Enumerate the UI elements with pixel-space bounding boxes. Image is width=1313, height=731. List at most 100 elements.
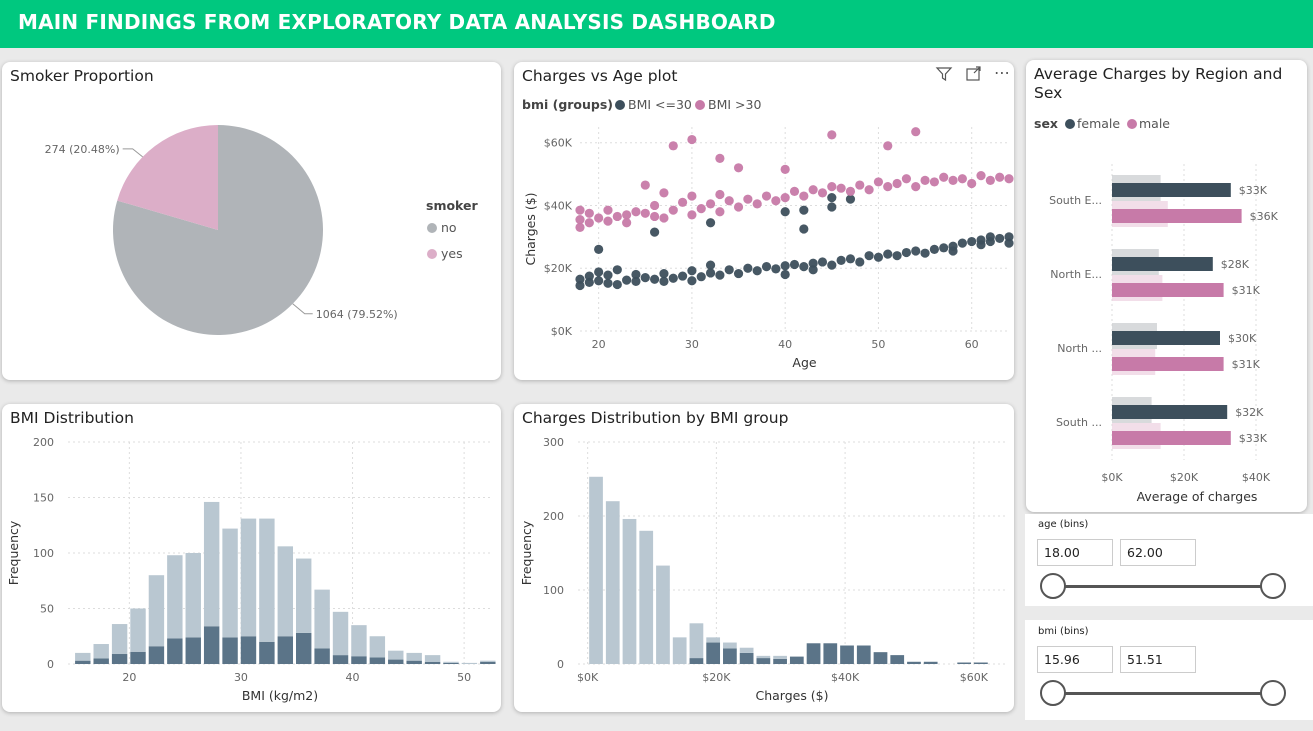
scatter-point xyxy=(696,272,706,282)
scatter-point xyxy=(1004,232,1014,242)
scatter-point xyxy=(594,244,604,254)
scatter-point xyxy=(883,249,893,259)
scatter-point xyxy=(715,270,725,280)
data-label: $30K xyxy=(1228,332,1257,345)
scatter-point xyxy=(827,260,837,270)
bar-female xyxy=(1112,183,1231,197)
y-axis-label: Charges ($) xyxy=(523,192,538,265)
histogram-bar xyxy=(672,637,687,664)
histogram-bar xyxy=(840,645,854,664)
scatter-point xyxy=(668,273,678,283)
bmi-slider-min-handle[interactable] xyxy=(1040,680,1066,706)
legend-title: sex xyxy=(1034,116,1058,131)
age-slider-track[interactable] xyxy=(1053,585,1273,588)
charges-histogram[interactable]: 0 100 200 300 $0K $20K $40K $60K Charges ($) Freq… xyxy=(514,404,1014,712)
scatter-point xyxy=(827,130,837,140)
scatter-point xyxy=(827,202,837,212)
smoker-proportion-card[interactable]: Smoker Proportion 1064 (79.52%) 274 (20.4… xyxy=(2,62,501,380)
scatter-point xyxy=(771,196,781,206)
pie-label-no: 1064 (79.52%) xyxy=(316,308,398,321)
bmi-distribution-card[interactable]: BMI Distribution 0 50 100 150 200 20 30 40 50 BMI… xyxy=(2,404,501,712)
scatter-point xyxy=(752,266,762,276)
focus-mode-icon[interactable] xyxy=(966,66,982,84)
histogram-bar xyxy=(739,652,754,664)
scatter-point xyxy=(612,211,622,222)
bar-female xyxy=(1112,331,1220,345)
scatter-point xyxy=(733,163,744,173)
scatter-point xyxy=(920,248,930,258)
scatter-point xyxy=(808,185,818,195)
scatter-point xyxy=(687,134,697,145)
x-tick-label: 20 xyxy=(122,671,136,684)
scatter-point xyxy=(687,276,697,286)
region-sex-bar-chart[interactable]: sex female male $0K $20K $40K Average of charg… xyxy=(1026,60,1307,512)
scatter-point xyxy=(650,274,660,284)
y-tick-label: 100 xyxy=(543,584,564,597)
bmi-max-input[interactable]: 51.51 xyxy=(1120,646,1196,673)
age-max-input[interactable]: 62.00 xyxy=(1120,539,1196,566)
age-slider-max-handle[interactable] xyxy=(1260,573,1286,599)
scatter-point xyxy=(612,265,622,275)
y-category-label: South ... xyxy=(1056,416,1102,429)
histogram-bar xyxy=(639,530,654,664)
histogram-bar xyxy=(369,657,386,664)
scatter-point xyxy=(789,259,800,270)
scatter-point xyxy=(705,199,716,209)
charges-vs-age-card[interactable]: Charges vs Age plot $0K $20K $40K $60K 20 30 4… xyxy=(514,62,1014,380)
charges-age-scatter-chart[interactable]: $0K $20K $40K $60K 20 30 40 50 60 Age Charges ($) b… xyxy=(514,62,1014,380)
histogram-bar xyxy=(314,589,330,649)
age-slider-min-handle[interactable] xyxy=(1040,573,1066,599)
scatter-point xyxy=(957,174,967,184)
age-min-input[interactable]: 18.00 xyxy=(1037,539,1113,566)
x-tick-label: 50 xyxy=(871,338,885,351)
average-charges-region-card[interactable]: Average Charges by Region and Sex sex fem… xyxy=(1026,60,1307,512)
bmi-slider-max-handle[interactable] xyxy=(1260,680,1286,706)
histogram-bar xyxy=(93,658,109,664)
scatter-point xyxy=(939,172,949,182)
scatter-point xyxy=(948,175,958,185)
charges-distribution-card[interactable]: Charges Distribution by BMI group 0 100 20… xyxy=(514,404,1014,712)
scatter-point xyxy=(892,251,902,261)
histogram-bar xyxy=(388,659,404,664)
x-tick-label: 30 xyxy=(685,338,699,351)
histogram-bar xyxy=(277,546,294,637)
filter-icon[interactable] xyxy=(935,67,953,84)
scatter-point xyxy=(789,186,800,196)
slicer-label: bmi (bins) xyxy=(1038,626,1089,637)
legend-marker xyxy=(427,223,437,233)
scatter-point xyxy=(929,177,939,187)
histogram-bar xyxy=(75,652,91,661)
histogram-bar xyxy=(689,658,704,664)
bmi-min-input[interactable]: 15.96 xyxy=(1037,646,1113,673)
smoker-pie-chart[interactable]: 1064 (79.52%) 274 (20.48%) smoker no yes xyxy=(2,62,501,380)
dashboard-title: MAIN FINDINGS FROM EXPLORATORY DATA ANAL… xyxy=(18,10,776,34)
scatter-point xyxy=(873,252,884,262)
y-tick-label: 100 xyxy=(33,547,54,560)
histogram-bar xyxy=(222,528,238,638)
histogram-bar xyxy=(773,658,787,664)
bmi-histogram[interactable]: 0 50 100 150 200 20 30 40 50 BMI (kg/m2) Frequency xyxy=(2,404,501,712)
scatter-point xyxy=(743,263,753,273)
age-slicer[interactable]: age (bins) 18.00 62.00 xyxy=(1025,514,1313,606)
y-category-label: North E... xyxy=(1050,268,1102,281)
scatter-point xyxy=(901,174,912,184)
bmi-slider-track[interactable] xyxy=(1053,692,1273,695)
histogram-bar xyxy=(240,636,257,664)
histogram-bar xyxy=(480,661,496,664)
legend-label: female xyxy=(1077,116,1120,131)
legend-label-no: no xyxy=(441,220,457,235)
bmi-slicer[interactable]: bmi (bins) 15.96 51.51 xyxy=(1025,620,1313,720)
histogram-bar xyxy=(93,644,109,659)
histogram-bar xyxy=(185,553,201,638)
histogram-bar xyxy=(259,641,275,664)
histogram-bar xyxy=(756,655,771,659)
histogram-bar xyxy=(424,661,441,664)
bar-female xyxy=(1112,257,1213,271)
scatter-point xyxy=(780,207,790,217)
x-tick-label: $20K xyxy=(702,671,731,684)
histogram-bar xyxy=(706,637,721,643)
more-options-icon[interactable]: ⋯ xyxy=(994,63,1010,82)
scatter-point xyxy=(733,268,744,279)
data-label: $31K xyxy=(1232,284,1261,297)
scatter-point xyxy=(836,183,846,193)
